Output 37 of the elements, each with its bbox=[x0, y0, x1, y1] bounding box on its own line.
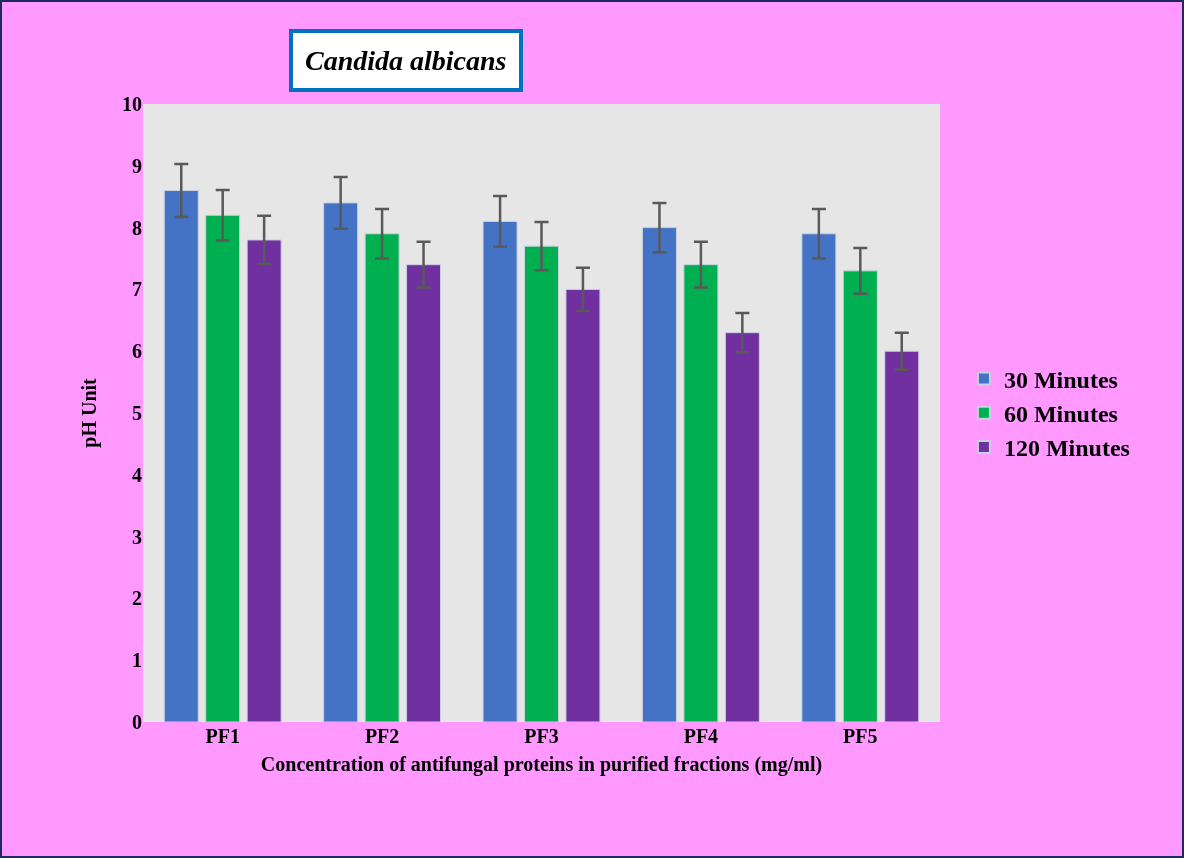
bar bbox=[842, 270, 878, 722]
y-tick-label: 1 bbox=[132, 649, 142, 672]
y-tick-label: 5 bbox=[132, 402, 142, 424]
y-tick-label: 2 bbox=[132, 587, 142, 610]
chart-title: Candida albicans bbox=[305, 45, 507, 76]
bar bbox=[364, 233, 400, 722]
bar bbox=[246, 239, 282, 722]
x-tick-label: PF2 bbox=[364, 725, 400, 747]
y-tick-label: 4 bbox=[132, 463, 142, 486]
legend-label: 120 Minutes bbox=[1003, 435, 1130, 462]
y-tick-label: 6 bbox=[132, 340, 142, 363]
bar bbox=[406, 264, 442, 722]
bar bbox=[884, 350, 920, 722]
bar bbox=[323, 202, 359, 722]
y-tick-label: 10 bbox=[122, 93, 142, 115]
bar bbox=[641, 227, 677, 722]
legend-label: 60 Minutes bbox=[1003, 401, 1118, 428]
bar bbox=[801, 233, 837, 722]
bar bbox=[482, 220, 518, 722]
x-tick-label: PF4 bbox=[683, 725, 719, 747]
y-tick-label: 3 bbox=[132, 525, 142, 548]
y-tick-label: 8 bbox=[132, 216, 142, 239]
y-tick-label: 0 bbox=[132, 711, 142, 733]
bar bbox=[724, 332, 760, 722]
x-tick-label: PF5 bbox=[843, 725, 878, 747]
bar bbox=[683, 264, 719, 722]
x-axis-title: Concentration of antifungal proteins in purified fractions (mg/ml) bbox=[260, 752, 823, 776]
bar bbox=[163, 190, 199, 722]
y-tick-label: 9 bbox=[132, 154, 142, 177]
bar bbox=[205, 214, 241, 722]
y-tick-label: 7 bbox=[132, 278, 142, 301]
bar bbox=[524, 245, 559, 722]
y-axis-title: pH Unit bbox=[77, 377, 101, 448]
bar bbox=[565, 288, 601, 722]
x-tick-label: PF1 bbox=[205, 725, 240, 747]
legend-label: 30 Minutes bbox=[1003, 366, 1118, 393]
x-tick-label: PF3 bbox=[524, 725, 559, 747]
